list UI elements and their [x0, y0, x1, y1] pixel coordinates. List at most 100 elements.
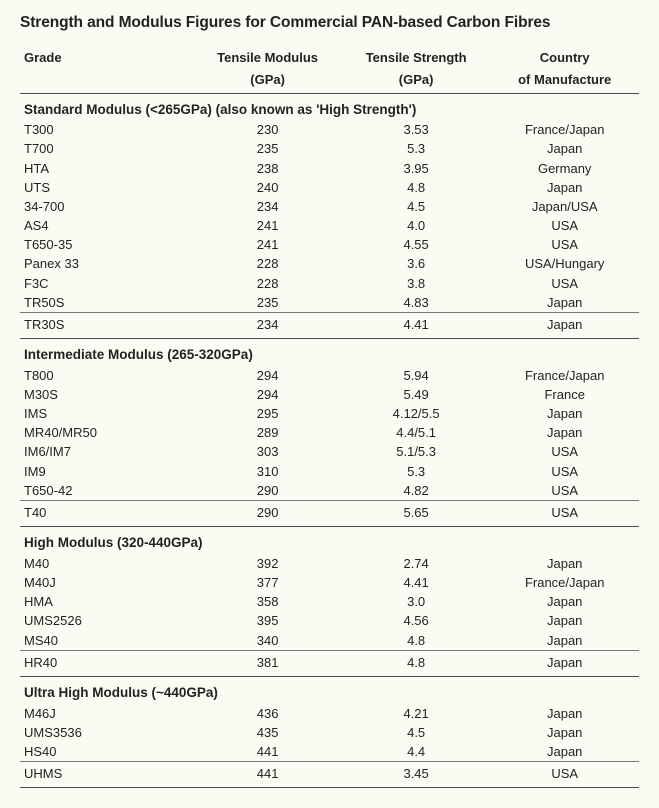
table-row: MR40/MR502894.4/5.1Japan — [20, 423, 639, 442]
cell-grade: T650-42 — [20, 481, 193, 501]
cell-country: Japan — [490, 293, 639, 313]
cell-country: Japan — [490, 611, 639, 630]
table-row: UMS25263954.56Japan — [20, 611, 639, 630]
cell-country: USA — [490, 500, 639, 526]
table-row: HTA2383.95Germany — [20, 159, 639, 178]
cell-country: USA — [490, 462, 639, 481]
cell-grade: TR50S — [20, 293, 193, 313]
table-row: M40J3774.41France/Japan — [20, 573, 639, 592]
section-heading: Ultra High Modulus (~440GPa) — [20, 676, 639, 703]
cell-grade: UMS2526 — [20, 611, 193, 630]
col-header-strength: Tensile Strength — [342, 46, 491, 69]
cell-grade: MR40/MR50 — [20, 423, 193, 442]
cell-grade: MS40 — [20, 631, 193, 651]
cell-strength: 4.0 — [342, 216, 491, 235]
table-row: T650-352414.55USA — [20, 235, 639, 254]
cell-modulus: 436 — [193, 704, 342, 723]
cell-grade: HR40 — [20, 650, 193, 676]
table-row: T650-422904.82USA — [20, 481, 639, 501]
table-row: 34-7002344.5Japan/USA — [20, 197, 639, 216]
cell-strength: 5.3 — [342, 139, 491, 158]
table-row: F3C2283.8USA — [20, 274, 639, 293]
cell-strength: 4.83 — [342, 293, 491, 313]
cell-modulus: 230 — [193, 120, 342, 139]
cell-grade: IM9 — [20, 462, 193, 481]
cell-modulus: 294 — [193, 385, 342, 404]
cell-strength: 4.5 — [342, 197, 491, 216]
cell-grade: T40 — [20, 500, 193, 526]
cell-modulus: 234 — [193, 197, 342, 216]
cell-country: Japan/USA — [490, 197, 639, 216]
table-row: HMA3583.0Japan — [20, 592, 639, 611]
cell-country: Japan — [490, 554, 639, 573]
cell-strength: 3.0 — [342, 592, 491, 611]
cell-grade: TR30S — [20, 312, 193, 338]
cell-strength: 4.41 — [342, 312, 491, 338]
cell-grade: T700 — [20, 139, 193, 158]
cell-strength: 4.8 — [342, 178, 491, 197]
cell-strength: 4.56 — [342, 611, 491, 630]
table-row: M46J4364.21Japan — [20, 704, 639, 723]
cell-country: France/Japan — [490, 120, 639, 139]
table-row: T3002303.53France/Japan — [20, 120, 639, 139]
cell-strength: 4.5 — [342, 723, 491, 742]
cell-strength: 4.55 — [342, 235, 491, 254]
section-heading: Standard Modulus (<265GPa) (also known a… — [20, 93, 639, 120]
carbon-fibre-table: Grade Tensile Modulus Tensile Strength C… — [20, 46, 639, 788]
table-body: Standard Modulus (<265GPa) (also known a… — [20, 93, 639, 788]
cell-strength: 3.8 — [342, 274, 491, 293]
cell-grade: HS40 — [20, 742, 193, 762]
table-row: IM6/IM73035.1/5.3USA — [20, 442, 639, 461]
cell-modulus: 441 — [193, 762, 342, 788]
cell-grade: F3C — [20, 274, 193, 293]
cell-grade: 34-700 — [20, 197, 193, 216]
cell-modulus: 234 — [193, 312, 342, 338]
col-header-grade: Grade — [20, 46, 193, 69]
table-row: IMS2954.12/5.5Japan — [20, 404, 639, 423]
cell-country: USA/Hungary — [490, 254, 639, 273]
table-row: T8002945.94France/Japan — [20, 366, 639, 385]
cell-modulus: 395 — [193, 611, 342, 630]
cell-strength: 3.6 — [342, 254, 491, 273]
cell-grade: M30S — [20, 385, 193, 404]
cell-strength: 4.82 — [342, 481, 491, 501]
cell-modulus: 441 — [193, 742, 342, 762]
cell-strength: 4.8 — [342, 650, 491, 676]
cell-country: Japan — [490, 139, 639, 158]
col-subheader-strength: (GPa) — [342, 69, 491, 93]
cell-modulus: 290 — [193, 481, 342, 501]
cell-country: Japan — [490, 423, 639, 442]
cell-country: Japan — [490, 631, 639, 651]
cell-strength: 5.94 — [342, 366, 491, 385]
col-header-country: Country — [490, 46, 639, 69]
cell-country: France — [490, 385, 639, 404]
table-row: IM93105.3USA — [20, 462, 639, 481]
col-subheader-modulus: (GPa) — [193, 69, 342, 93]
cell-country: Japan — [490, 723, 639, 742]
cell-country: USA — [490, 442, 639, 461]
table-row: M30S2945.49France — [20, 385, 639, 404]
cell-strength: 4.4/5.1 — [342, 423, 491, 442]
cell-strength: 4.21 — [342, 704, 491, 723]
cell-country: Japan — [490, 592, 639, 611]
cell-grade: M40J — [20, 573, 193, 592]
cell-grade: HMA — [20, 592, 193, 611]
cell-modulus: 377 — [193, 573, 342, 592]
cell-modulus: 241 — [193, 235, 342, 254]
table-row: HR403814.8Japan — [20, 650, 639, 676]
table-row: UHMS4413.45USA — [20, 762, 639, 788]
table-row: UMS35364354.5Japan — [20, 723, 639, 742]
cell-country: France/Japan — [490, 366, 639, 385]
cell-country: France/Japan — [490, 573, 639, 592]
cell-grade: UHMS — [20, 762, 193, 788]
table-row: M403922.74Japan — [20, 554, 639, 573]
cell-modulus: 303 — [193, 442, 342, 461]
cell-strength: 3.95 — [342, 159, 491, 178]
cell-strength: 5.1/5.3 — [342, 442, 491, 461]
cell-country: Japan — [490, 404, 639, 423]
cell-country: Germany — [490, 159, 639, 178]
cell-country: Japan — [490, 312, 639, 338]
cell-strength: 4.4 — [342, 742, 491, 762]
cell-strength: 2.74 — [342, 554, 491, 573]
cell-modulus: 310 — [193, 462, 342, 481]
